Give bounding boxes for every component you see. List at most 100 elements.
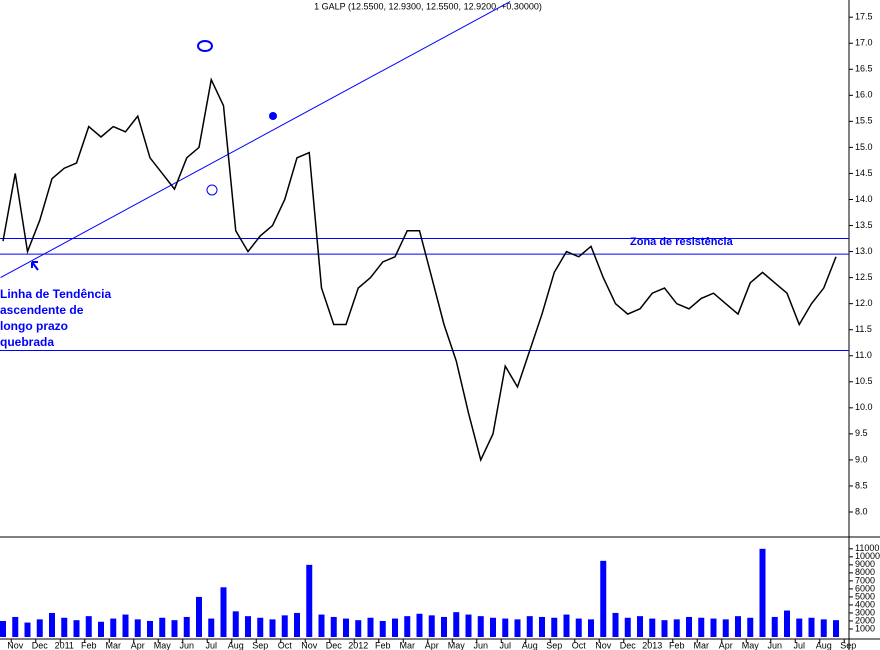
x-tick-label: Feb [375,640,391,650]
volume-bar [686,616,692,637]
y-tick-label: 7000 [855,575,875,585]
volume-bar [318,614,325,637]
x-tick-label: Apr [131,640,145,650]
volume-bar [490,617,496,637]
x-tick-label: Sep [252,640,268,650]
x-tick-label: Oct [278,640,293,650]
x-tick-label: Nov [301,640,318,650]
volume-bar [49,612,55,637]
volume-bar [551,617,558,637]
volume-bar [722,619,729,637]
x-tick-label: Jul [499,640,511,650]
volume-bar [269,619,276,637]
volume-bar [245,616,251,637]
volume-bar [220,587,227,637]
y-tick-label: 6000 [855,583,875,593]
annotation: Linha de Tendência [0,287,111,301]
volume-bar [232,611,239,637]
y-tick-label: 8.5 [855,480,868,490]
x-tick-label: May [448,640,466,650]
x-tick-label: Mar [694,640,710,650]
volume-bar [820,619,827,637]
x-tick-label: Mar [106,640,122,650]
volume-bar [477,616,484,637]
x-tick-label: Sep [546,640,562,650]
y-tick-label: 8.0 [855,506,868,516]
x-tick-label: Dec [32,640,49,650]
volume-bar [453,612,460,637]
y-tick-label: 9000 [855,559,875,569]
x-tick-label: Sep [840,640,856,650]
volume-bar [24,622,31,637]
y-tick-label: 13.0 [855,246,873,256]
volume-bar [710,618,717,637]
volume-bar [355,620,362,637]
y-tick-label: 16.5 [855,64,873,74]
x-tick-label: Jul [793,640,805,650]
volume-bar [563,614,570,637]
annotation: ascendente de [0,303,84,317]
x-tick-label: May [742,640,760,650]
x-tick-label: Nov [7,640,24,650]
x-tick-label: Jun [473,640,488,650]
price-line [2,77,837,463]
volume-bar [110,618,117,637]
volume-bar [61,617,68,637]
arrow-icon [31,261,39,271]
x-tick-label: Jun [767,640,782,650]
x-tick-label: Aug [228,640,244,650]
volume-bar [159,617,166,637]
volume-bar [281,615,288,637]
volume-bar [98,621,104,637]
x-tick-label: Jun [179,640,194,650]
volume-bar [441,616,447,637]
y-tick-label: 10000 [855,551,880,561]
icon [206,184,218,196]
x-tick-label: Aug [816,640,832,650]
volume-bar [330,616,337,637]
x-tick-label: Aug [522,640,538,650]
y-tick-label: 11.5 [855,324,872,334]
volume-bar [208,618,215,637]
volume-bar [637,616,643,637]
x-tick-label: Nov [595,640,612,650]
x-tick-label: May [154,640,172,650]
volume-bar [147,620,153,637]
volume-bar [465,614,472,637]
x-tick-label: Apr [719,640,733,650]
y-tick-label: 5000 [855,591,875,601]
volume-bar [85,616,92,637]
volume-bar [196,596,202,637]
trend-line [0,1,511,279]
volume-bar [575,618,582,637]
volume-bar [771,616,778,637]
y-tick-label: 16.0 [855,90,873,100]
y-tick-label: 11.0 [855,350,872,360]
volume-bar [808,617,815,637]
y-tick-label: 14.0 [855,194,873,204]
y-tick-label: 2000 [855,615,875,625]
volume-bar [12,616,19,637]
y-tick-label: 17.0 [855,38,873,48]
y-tick-label: 3000 [855,607,875,617]
volume-bar [649,618,656,637]
volume-bar [0,620,6,637]
y-tick-label: 17.5 [855,12,873,22]
annotation: longo prazo [0,319,68,333]
volume-bar [612,612,619,637]
x-tick-label: 2013 [642,640,662,650]
y-tick-label: 10.5 [855,376,873,386]
bull-icon [197,40,213,52]
volume-bar [183,616,190,637]
y-tick-label: 4000 [855,599,875,609]
x-tick-label: Dec [620,640,637,650]
volume-bar [257,617,264,637]
y-tick-label: 8000 [855,567,875,577]
volume-bar [122,614,129,637]
volume-bar [392,618,398,637]
volume-bar [294,612,300,637]
volume-bar [747,617,754,637]
